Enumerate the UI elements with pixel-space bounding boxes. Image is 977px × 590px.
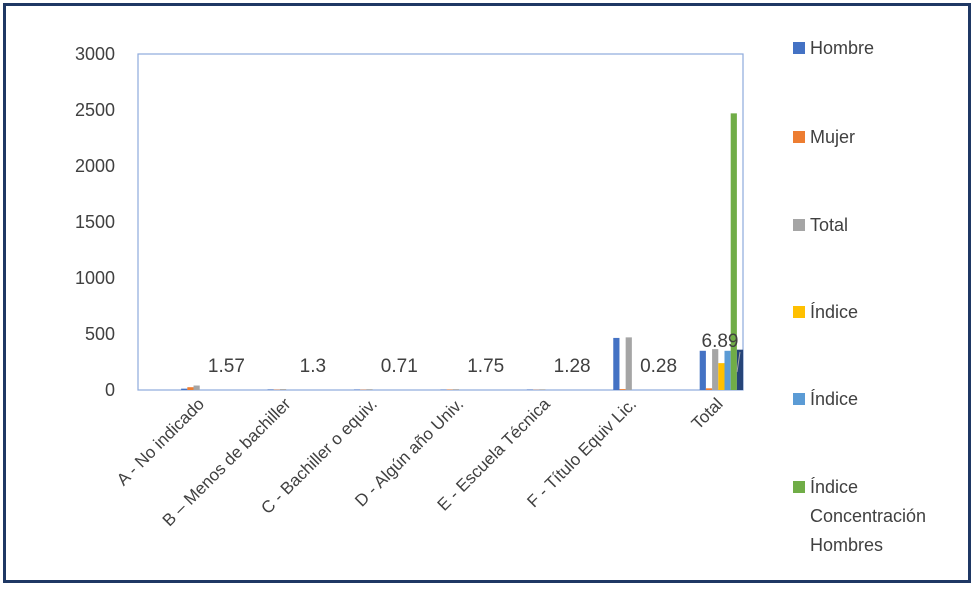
data-label: 0.28 — [640, 356, 677, 377]
bar — [705, 388, 713, 390]
bar — [452, 389, 460, 390]
legend: Hombre Mujer Total Índice Índice Índice Concen… — [793, 38, 926, 555]
bar — [699, 350, 706, 390]
leader-line — [736, 351, 741, 373]
bars — [181, 113, 744, 391]
legend-swatch — [793, 393, 805, 405]
x-tick-label: Total — [688, 394, 727, 433]
data-labels: 1.57 1.3 0.71 1.75 1.28 0.28 6.89 — [208, 331, 741, 377]
legend-label: Concentración — [810, 506, 926, 526]
legend-label: Índice — [810, 477, 858, 497]
bar — [718, 363, 725, 390]
bar — [181, 388, 188, 390]
data-label: 1.75 — [467, 356, 504, 377]
bar — [736, 349, 744, 390]
legend-swatch — [793, 481, 805, 493]
x-tick-label: A - No indicado — [113, 394, 208, 489]
bar — [267, 389, 274, 390]
legend-swatch — [793, 306, 805, 318]
data-label: 0.71 — [381, 356, 418, 377]
y-tick-label: 1500 — [75, 212, 115, 232]
bar — [279, 389, 287, 390]
bar — [724, 350, 731, 390]
legend-label: Hombre — [810, 38, 874, 58]
legend-swatch — [793, 42, 805, 54]
y-tick-label: 3000 — [75, 44, 115, 64]
y-tick-label: 2500 — [75, 100, 115, 120]
plot-area — [137, 53, 744, 391]
legend-label: Mujer — [810, 127, 855, 147]
y-tick-label: 2000 — [75, 156, 115, 176]
bar — [712, 349, 719, 390]
bar — [625, 337, 632, 390]
legend-swatch — [793, 219, 805, 231]
bar — [539, 389, 546, 390]
bar — [619, 389, 626, 390]
bar — [187, 387, 194, 390]
data-label: 1.57 — [208, 356, 245, 377]
legend-label: Hombres — [810, 535, 883, 555]
data-label: 1.3 — [300, 356, 326, 377]
bar — [613, 337, 620, 390]
y-axis-ticks: 0 500 1000 1500 2000 2500 3000 — [75, 44, 115, 400]
bar — [730, 113, 737, 391]
legend-swatch — [793, 131, 805, 143]
bar — [366, 389, 373, 390]
legend-label: Índice — [810, 389, 858, 409]
chart-frame — [3, 3, 971, 583]
y-tick-label: 500 — [85, 324, 115, 344]
data-label: 1.28 — [554, 356, 591, 377]
y-tick-label: 0 — [105, 380, 115, 400]
legend-label: Total — [810, 215, 848, 235]
bar — [193, 385, 200, 390]
legend-label: Índice — [810, 302, 858, 322]
data-label: 6.89 — [702, 331, 739, 352]
y-tick-label: 1000 — [75, 268, 115, 288]
